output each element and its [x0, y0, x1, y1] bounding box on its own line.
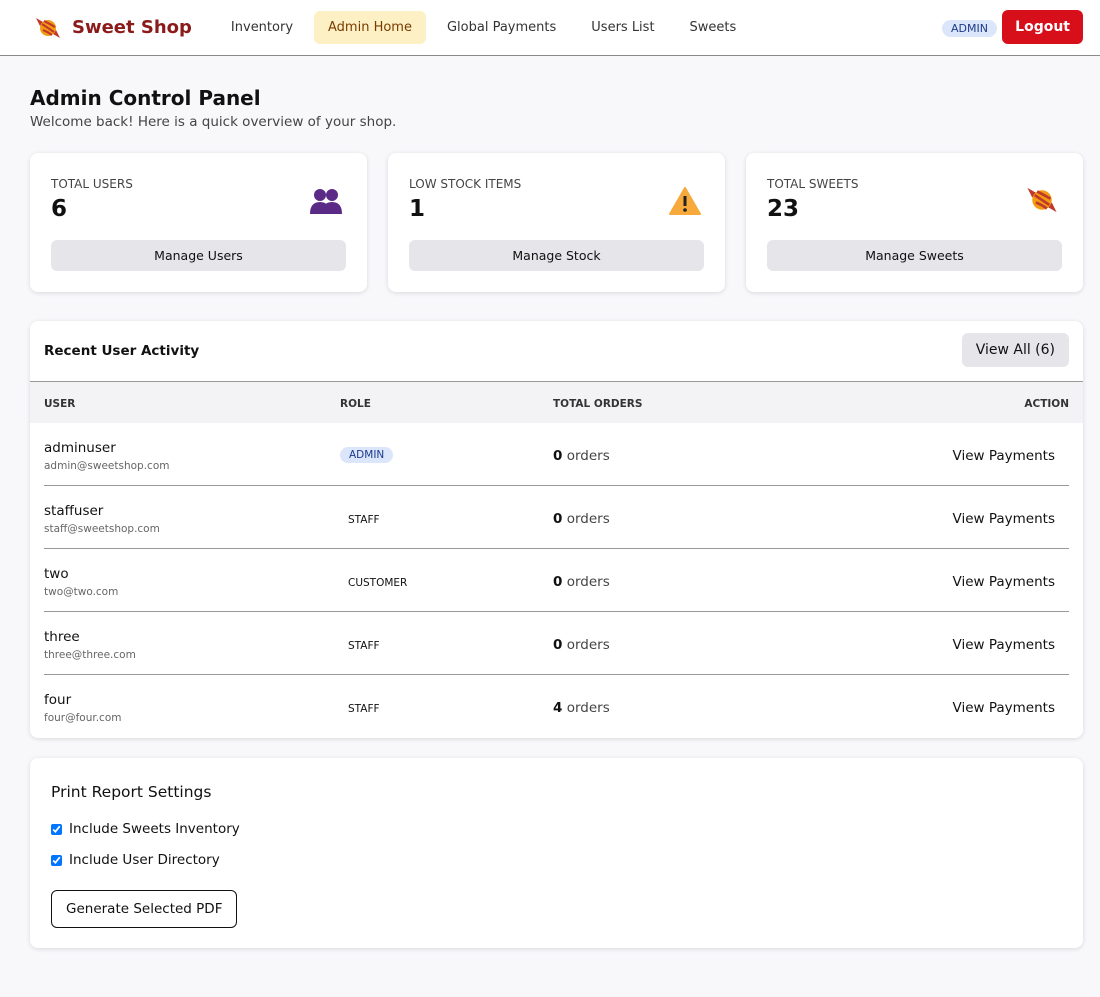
stat-label: TOTAL USERS: [51, 177, 133, 191]
order-count: 0 orders: [553, 511, 610, 527]
user-name: two: [44, 566, 69, 582]
nav-link[interactable]: Admin Home: [314, 11, 426, 44]
column-header: USER: [44, 398, 76, 410]
table-row: two two@two.com CUSTOMER 0 orders View Payme…: [44, 549, 1069, 612]
page-title: Admin Control Panel: [30, 86, 261, 110]
user-email: four@four.com: [44, 712, 122, 724]
user-name: staffuser: [44, 503, 104, 519]
warning-icon: [669, 187, 701, 215]
candy-icon: [1027, 187, 1057, 213]
user-name: four: [44, 692, 72, 708]
stat-button[interactable]: Manage Stock: [409, 240, 704, 271]
brand-name: Sweet Shop: [72, 17, 192, 38]
option-label: Include User Directory: [69, 852, 220, 868]
table-row: adminuser admin@sweetshop.com ADMIN 0 order…: [44, 423, 1069, 486]
stat-card: TOTAL USERS 6 Manage Users: [30, 153, 367, 292]
candy-icon: [36, 17, 60, 38]
stat-card: TOTAL SWEETS 23 Manage Sweets: [746, 153, 1083, 292]
report-title: Print Report Settings: [51, 783, 212, 801]
nav-link[interactable]: Global Payments: [446, 20, 557, 35]
order-number: 0: [553, 448, 563, 464]
view-payments-link[interactable]: View Payments: [952, 511, 1055, 527]
user-email: admin@sweetshop.com: [44, 460, 170, 472]
report-card: Print Report Settings Include Sweets Inv…: [30, 758, 1083, 948]
report-option[interactable]: Include Sweets Inventory: [51, 821, 240, 837]
option-label: Include Sweets Inventory: [69, 821, 240, 837]
order-unit: orders: [566, 700, 610, 716]
table-row: four four@four.com STAFF 4 orders View Payme…: [44, 675, 1069, 738]
logout-button[interactable]: Logout: [1002, 10, 1083, 44]
user-role: STAFF: [348, 640, 380, 652]
stat-value: 6: [51, 196, 68, 222]
page-subtitle: Welcome back! Here is a quick overview o…: [30, 114, 397, 130]
checkbox[interactable]: [51, 854, 62, 866]
order-unit: orders: [566, 511, 610, 527]
checkbox[interactable]: [51, 823, 62, 835]
brand[interactable]: Sweet Shop: [34, 14, 192, 42]
view-payments-link[interactable]: View Payments: [952, 448, 1055, 464]
nav-link[interactable]: Sweets: [689, 20, 737, 35]
order-count: 4 orders: [553, 700, 610, 716]
user-email: two@two.com: [44, 586, 119, 598]
view-payments-link[interactable]: View Payments: [952, 700, 1055, 716]
order-count: 0 orders: [553, 448, 610, 464]
table-row: three three@three.com STAFF 0 orders View Pa…: [44, 612, 1069, 675]
user-role: STAFF: [348, 514, 380, 526]
navbar: Sweet Shop Inventory Admin Home Global P…: [0, 0, 1100, 56]
stat-label: LOW STOCK ITEMS: [409, 177, 522, 191]
order-count: 0 orders: [553, 637, 610, 653]
header: Admin Control Panel Welcome back! Here i…: [30, 86, 396, 130]
stat-value: 1: [409, 196, 426, 222]
user-email: staff@sweetshop.com: [44, 523, 160, 535]
order-unit: orders: [566, 574, 610, 590]
column-header: ROLE: [340, 398, 371, 410]
order-number: 0: [553, 511, 563, 527]
nav-link[interactable]: Inventory: [230, 20, 294, 35]
activity-title: Recent User Activity: [44, 343, 200, 359]
order-unit: orders: [566, 448, 610, 464]
order-number: 4: [553, 700, 563, 716]
column-header: TOTAL ORDERS: [553, 398, 643, 410]
order-number: 0: [553, 637, 563, 653]
user-role: STAFF: [348, 703, 380, 715]
view-all-button[interactable]: View All (6): [961, 333, 1069, 367]
view-payments-link[interactable]: View Payments: [952, 637, 1055, 653]
order-count: 0 orders: [553, 574, 610, 590]
order-unit: orders: [566, 637, 610, 653]
table-header: USER ROLE TOTAL ORDERS ACTION: [30, 381, 1083, 423]
generate-pdf-button[interactable]: Generate Selected PDF: [51, 890, 238, 928]
user-name: three: [44, 629, 80, 645]
role-badge: ADMIN: [942, 20, 997, 37]
column-header: ACTION: [1024, 398, 1069, 410]
stat-label: TOTAL SWEETS: [767, 177, 859, 191]
report-option[interactable]: Include User Directory: [51, 852, 220, 868]
user-name: adminuser: [44, 440, 116, 456]
user-email: three@three.com: [44, 649, 136, 661]
order-number: 0: [553, 574, 563, 590]
nav-link[interactable]: Users List: [591, 20, 655, 35]
user-role: CUSTOMER: [348, 577, 408, 589]
table-row: staffuser staff@sweetshop.com STAFF 0 order…: [44, 486, 1069, 549]
stat-card: LOW STOCK ITEMS 1 Manage Stock: [388, 153, 725, 292]
view-payments-link[interactable]: View Payments: [952, 574, 1055, 590]
stat-button[interactable]: Manage Sweets: [767, 240, 1062, 271]
stat-value: 23: [767, 196, 800, 222]
users-icon: [310, 189, 342, 214]
user-role: ADMIN: [340, 447, 394, 463]
stat-button[interactable]: Manage Users: [51, 240, 346, 271]
activity-card: Recent User Activity View All (6) USER R…: [30, 321, 1083, 738]
